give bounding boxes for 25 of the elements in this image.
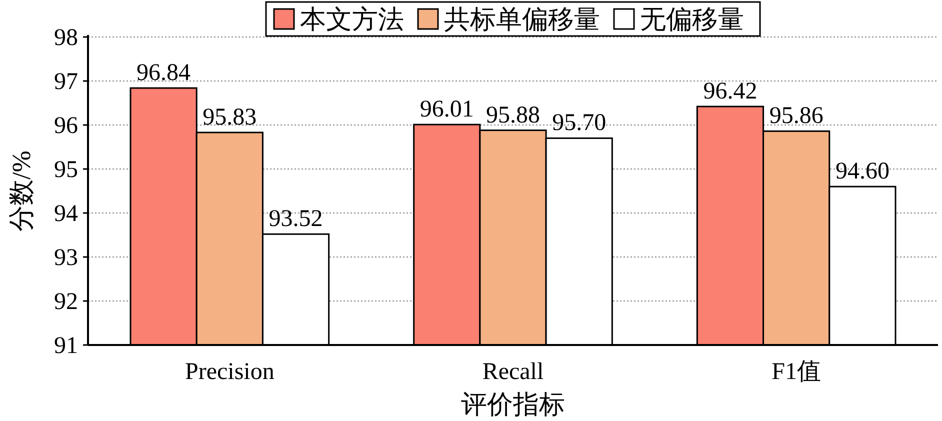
data-label: 94.60 (835, 158, 890, 185)
data-label: 96.01 (420, 96, 474, 123)
data-label: 95.83 (202, 104, 257, 130)
x-tick-label: Recall (482, 359, 544, 385)
y-tick-label: 94 (54, 201, 78, 227)
data-label: 95.70 (552, 110, 606, 136)
y-axis-title: 分数/% (7, 150, 36, 232)
data-label: 95.88 (486, 102, 540, 128)
data-label: 96.84 (136, 60, 191, 86)
x-axis-title: 评价指标 (461, 390, 565, 419)
y-tick-label: 97 (54, 69, 78, 95)
y-tick-label: 98 (54, 25, 78, 51)
data-label: 93.52 (268, 206, 323, 232)
data-label: 95.86 (769, 103, 824, 130)
legend-label: 本文方法 (300, 5, 404, 34)
data-label: 96.42 (703, 78, 758, 105)
y-tick-label: 93 (54, 245, 78, 271)
y-tick-label: 91 (54, 333, 78, 359)
y-tick-label: 92 (54, 289, 78, 315)
legend-label: 无偏移量 (640, 5, 744, 34)
y-tick-label: 96 (54, 113, 78, 139)
y-tick-label: 95 (54, 157, 78, 183)
legend-label: 共标单偏移量 (444, 5, 600, 34)
x-tick-label: F1值 (772, 359, 822, 385)
x-tick-label: Precision (185, 359, 274, 385)
